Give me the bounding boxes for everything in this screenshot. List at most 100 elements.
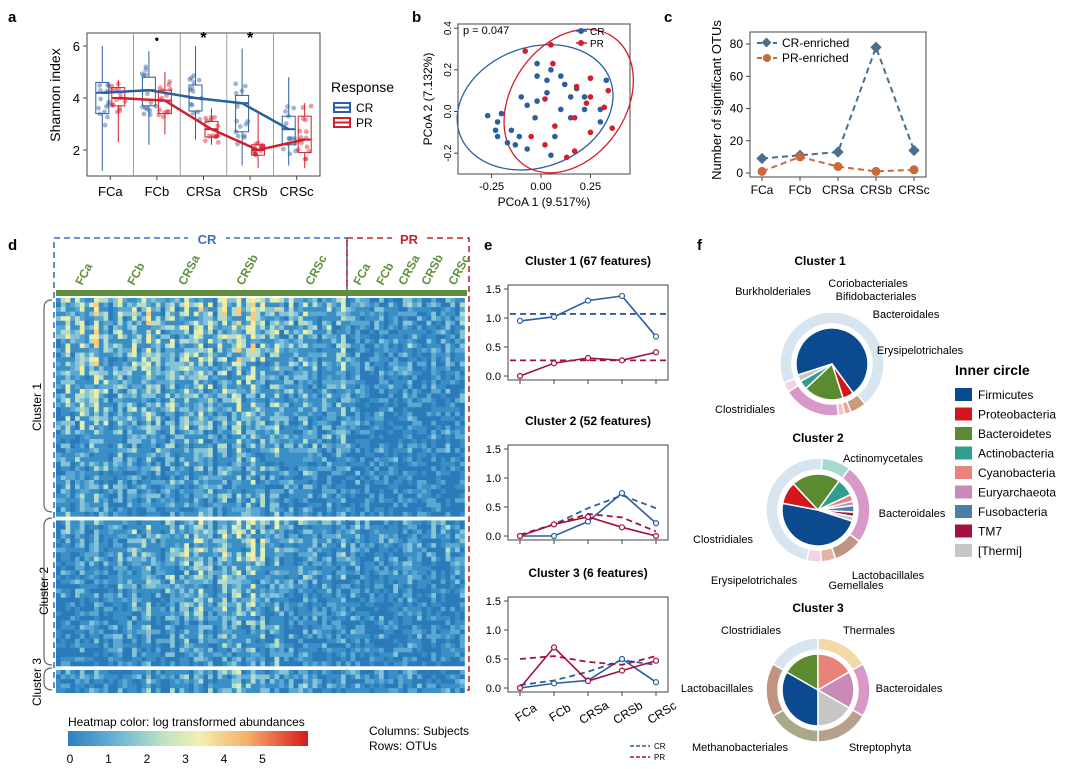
panel-d-cell — [246, 334, 252, 340]
panel-a-point — [308, 103, 314, 109]
panel-d-cell — [412, 402, 418, 408]
panel-d-cell — [307, 439, 313, 444]
panel-d-cell — [421, 343, 427, 349]
panel-d-cell — [151, 361, 157, 367]
panel-d-cell — [94, 316, 100, 322]
panel-d-cell — [459, 348, 465, 353]
panel-d-cell — [374, 475, 380, 481]
panel-d-cell — [160, 534, 166, 539]
panel-d-cell — [241, 511, 247, 517]
panel-d-cell — [331, 366, 337, 372]
panel-d-cell — [89, 502, 95, 508]
panel-d-cell — [417, 538, 423, 544]
panel-d-cell — [445, 393, 451, 399]
panel-d-cell — [260, 529, 266, 535]
panel-d-cell — [127, 343, 133, 349]
panel-d-cell — [303, 420, 309, 426]
panel-d-cell — [303, 348, 309, 353]
panel-d-cell — [231, 411, 237, 417]
panel-d-cell — [402, 302, 408, 308]
panel-d-cell — [364, 538, 370, 544]
panel-d-cell — [241, 452, 247, 458]
panel-d-cell — [165, 348, 171, 353]
panel-d-cell — [293, 434, 299, 440]
panel-d-cell — [170, 480, 176, 485]
panel-d-cell — [412, 352, 418, 358]
panel-d-cell — [421, 434, 427, 440]
panel-d-cell — [255, 348, 261, 353]
panel-d-cell — [127, 461, 133, 467]
panel-d-cell — [450, 320, 456, 326]
panel-d-cell — [298, 502, 304, 508]
panel-d-cell — [317, 534, 323, 539]
panel-d-cell — [160, 443, 166, 449]
panel-d-cell — [212, 316, 218, 322]
panel-d-cell — [307, 307, 313, 312]
panel-d-cell — [65, 393, 71, 399]
panel-d-cell — [450, 475, 456, 481]
panel-d-cell — [265, 325, 271, 331]
panel-d-cell — [193, 316, 199, 322]
panel-d-cell — [165, 425, 171, 431]
panel-d-cell — [436, 502, 442, 508]
panel-a-xticks: FCa FCb CRSa CRSb CRSc — [98, 176, 314, 199]
panel-d-cell — [198, 384, 204, 390]
panel-d-cell — [113, 389, 119, 394]
panel-d-cell — [250, 480, 256, 485]
panel-d-cell — [288, 524, 294, 530]
panel-d-cell — [274, 343, 280, 349]
panel-d-cell — [160, 348, 166, 353]
panel-d-cell — [89, 524, 95, 530]
panel-d-cell — [65, 529, 71, 535]
panel-d-cell — [56, 325, 62, 331]
panel-d-cell — [179, 543, 185, 548]
panel-d-cell — [250, 538, 256, 544]
panel-d-cell — [94, 357, 100, 362]
panel-d-cell — [155, 343, 161, 349]
panel-d-cell — [455, 452, 461, 458]
panel-d-cell — [341, 457, 347, 463]
panel-a-point — [157, 107, 163, 113]
panel-d-cell — [241, 443, 247, 449]
panel-d-cell — [84, 448, 90, 453]
panel-d-cell — [75, 357, 81, 362]
panel-d-cell — [60, 416, 66, 422]
panel-d-cell — [231, 543, 237, 548]
panel-d-cell — [170, 379, 176, 385]
panel-a-point — [117, 105, 123, 111]
panel-d-cell — [317, 407, 323, 413]
panel-d-cell — [445, 343, 451, 349]
panel-d-cell — [407, 348, 413, 353]
panel-d-cell — [113, 425, 119, 431]
panel-d-cell — [426, 320, 432, 326]
panel-d-cell — [94, 375, 100, 381]
panel-d-cell — [355, 466, 361, 472]
panel-d-cell — [193, 320, 199, 326]
panel-d-cell — [445, 452, 451, 458]
panel-d-cell — [360, 416, 366, 422]
panel-d-cell — [146, 370, 152, 376]
panel-d-cell — [208, 311, 214, 317]
panel-d-cell — [79, 507, 85, 513]
panel-d-cell — [345, 329, 351, 335]
panel-d-cell — [193, 357, 199, 362]
panel-d-cell — [132, 398, 138, 403]
panel-d-cell — [331, 498, 337, 504]
panel-d-cell — [103, 470, 109, 476]
panel-d-cell — [203, 480, 209, 485]
panel-d-cell — [65, 457, 71, 463]
panel-d-cell — [151, 439, 157, 444]
panel-d-cell — [94, 379, 100, 385]
panel-d-cell — [369, 302, 375, 308]
panel-a-legend-pr: PR — [356, 116, 373, 130]
panel-d-cell — [146, 325, 152, 331]
panel-d-cell — [160, 329, 166, 335]
panel-d-cell — [369, 393, 375, 399]
panel-d-cell — [65, 498, 71, 504]
panel-d-cell — [117, 498, 123, 504]
panel-d-cell — [388, 375, 394, 381]
panel-d-cell — [222, 375, 228, 381]
panel-b-pvalue: p = 0.047 — [463, 25, 509, 37]
panel-d-cell — [341, 384, 347, 390]
panel-d-cell — [431, 416, 437, 422]
